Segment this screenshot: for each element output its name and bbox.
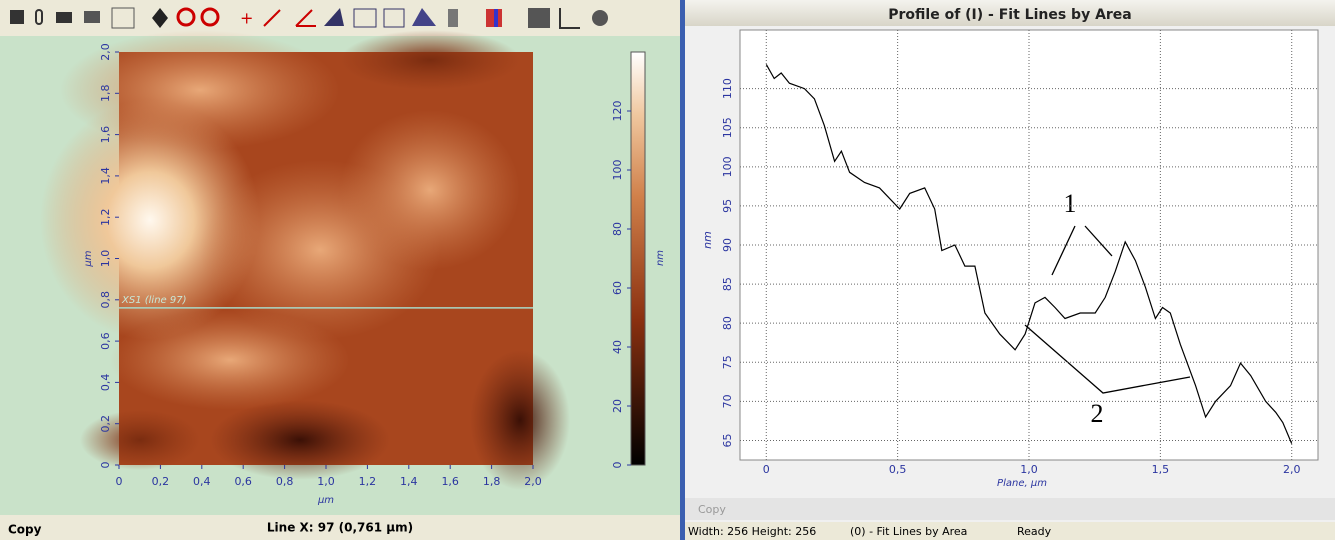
y-tick-label: 0,8 — [99, 291, 112, 309]
colorbar-tick-label: 120 — [611, 101, 624, 122]
y-tick-label: 0,2 — [99, 415, 112, 433]
divider — [680, 0, 685, 540]
x-tick-label: 1,2 — [359, 475, 377, 488]
x-tick-label: 1,0 — [317, 475, 335, 488]
y-tick-label: 0,6 — [99, 332, 112, 350]
y-tick-label: 0,4 — [99, 374, 112, 392]
colorbar-tick-label: 20 — [611, 399, 624, 413]
y-tick-label: 1,6 — [99, 126, 112, 144]
y-axis-label: nm — [701, 231, 714, 249]
x-tick-label: 0 — [116, 475, 123, 488]
y-tick-label: 1,4 — [99, 167, 112, 185]
x-tick-label: 0,4 — [193, 475, 211, 488]
y-tick-label: 1,0 — [99, 250, 112, 268]
status-size: Width: 256 Height: 256 — [688, 525, 816, 538]
x-axis-label: Plane, µm — [997, 478, 1047, 489]
x-tick-label: 0,6 — [234, 475, 252, 488]
y-tick-label: 70 — [721, 394, 734, 408]
cross-section-label: XS1 (line 97) — [121, 295, 187, 306]
x-tick-label: 2,0 — [1283, 463, 1301, 476]
y-tick-label: 1,2 — [99, 208, 112, 226]
x-tick-label: 1,0 — [1020, 463, 1038, 476]
svg-text:+: + — [240, 9, 253, 28]
x-tick-label: 1,8 — [483, 475, 501, 488]
chart-title: Profile of (I) - Fit Lines by Area — [888, 7, 1132, 23]
annotation: 1 — [1064, 189, 1077, 218]
y-tick-label: 105 — [721, 117, 734, 138]
colorbar — [631, 52, 645, 465]
y-axis-label: µm — [83, 250, 94, 267]
x-tick-label: 0,8 — [276, 475, 294, 488]
x-tick-label: 0,5 — [889, 463, 907, 476]
x-tick-label: 2,0 — [524, 475, 542, 488]
y-tick-label: 65 — [721, 433, 734, 447]
y-tick-label: 75 — [721, 355, 734, 369]
screen: + Copy Line X: 97 (0,761 µm) Profile of … — [0, 0, 1335, 540]
y-tick-label: 80 — [721, 316, 734, 330]
y-tick-label: 95 — [721, 199, 734, 213]
y-tick-label: 90 — [721, 238, 734, 252]
status-copy[interactable]: Copy — [8, 523, 42, 537]
x-tick-label: 0,2 — [152, 475, 170, 488]
y-tick-label: 2,0 — [99, 43, 112, 61]
annotation: 2 — [1091, 399, 1104, 428]
x-tick-label: 1,5 — [1152, 463, 1170, 476]
colorbar-tick-label: 40 — [611, 340, 624, 354]
colorbar-tick-label: 80 — [611, 222, 624, 236]
x-tick-label: 1,4 — [400, 475, 418, 488]
colorbar-label: nm — [655, 250, 666, 266]
y-tick-label: 100 — [721, 156, 734, 177]
status-name: (0) - Fit Lines by Area — [850, 525, 967, 538]
colorbar-tick-label: 60 — [611, 281, 624, 295]
status-state: Ready — [1017, 525, 1052, 538]
x-tick-label: 1,6 — [441, 475, 459, 488]
y-tick-label: 0 — [99, 462, 112, 469]
colorbar-tick-label: 100 — [611, 160, 624, 181]
y-tick-label: 1,8 — [99, 85, 112, 103]
y-tick-label: 85 — [721, 277, 734, 291]
colorbar-tick-label: 0 — [611, 462, 624, 469]
copy-button[interactable]: Copy — [698, 503, 726, 516]
x-tick-label: 0 — [763, 463, 770, 476]
x-axis-label: µm — [317, 495, 334, 506]
y-tick-label: 110 — [721, 78, 734, 99]
status-line: Line X: 97 (0,761 µm) — [267, 521, 413, 535]
copy-strip — [685, 498, 1335, 520]
afm-image — [40, 30, 570, 490]
